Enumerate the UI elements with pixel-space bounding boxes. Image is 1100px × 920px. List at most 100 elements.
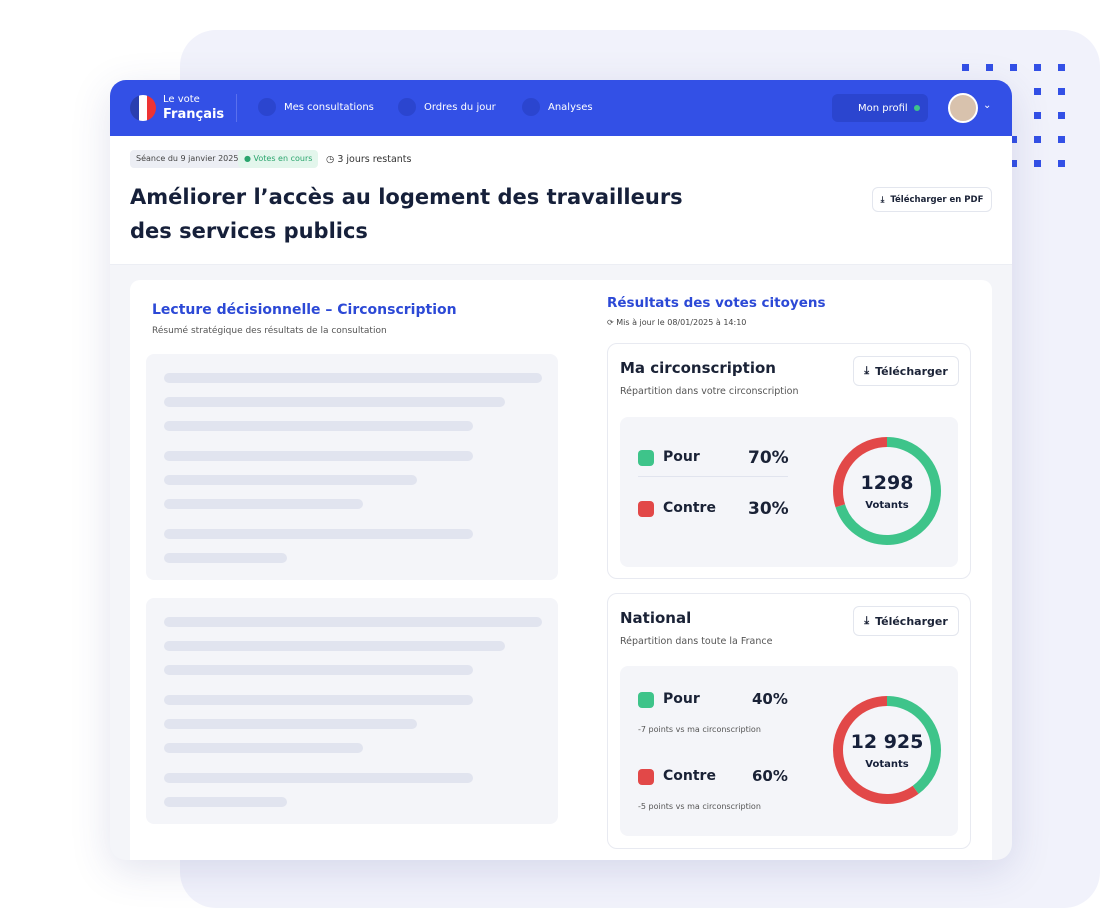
status-chip: ● Votes en cours [238, 150, 319, 168]
option-note: -7 points vs ma circonscription [638, 725, 761, 734]
voters-count: 1298 [861, 472, 914, 494]
remaining-label: 3 jours restants [337, 154, 412, 165]
dot [1034, 112, 1041, 119]
pdf-button[interactable]: ⤓ Télécharger en PDF [872, 187, 992, 212]
dot [1034, 64, 1041, 71]
nav-link[interactable]: Analyses [522, 98, 593, 116]
legend-swatch [638, 501, 654, 517]
flag [130, 95, 156, 121]
skeleton-line [164, 451, 473, 461]
nav-link[interactable]: Mes consultations [258, 98, 374, 116]
skeleton-line [164, 397, 505, 407]
nav-link-label: Mes consultations [284, 101, 374, 113]
nav-link-label: Analyses [548, 101, 593, 113]
donut-chart: 12 925 Votants [833, 696, 941, 804]
avatar[interactable] [948, 93, 978, 123]
skeleton-line [164, 475, 417, 485]
pdf-label: Télécharger en PDF [890, 194, 984, 205]
skeleton-line [164, 665, 473, 675]
result-panel: Ma circonscription Répartition dans votre… [607, 343, 971, 579]
status-label: Votes en cours [253, 154, 313, 163]
dot [1058, 64, 1065, 71]
summary-subtitle: Résumé stratégique des résultats de la c… [152, 326, 387, 336]
download-label: Télécharger [875, 614, 948, 628]
session-chip: Séance du 9 janvier 2025 [130, 150, 245, 168]
brand-top: Le vote [163, 94, 200, 105]
dot [1034, 136, 1041, 143]
panel-subtitle: Répartition dans toute la France [620, 636, 773, 647]
nav-bar: Le vote Français Mes consultations Ordres… [110, 80, 1012, 136]
dot [1034, 160, 1041, 167]
chevron[interactable]: ⌄ [983, 100, 992, 111]
nav-link[interactable]: Ordres du jour [398, 98, 496, 116]
voters-label: Votants [865, 759, 908, 770]
option-percent: 60% [752, 767, 788, 785]
skeleton-line [164, 797, 287, 807]
content-card: Lecture décisionnelle – Circonscription … [130, 280, 992, 860]
panel-title: National [620, 609, 692, 627]
skeleton-block [146, 354, 558, 580]
skeleton-line [164, 421, 473, 431]
skeleton-line [164, 743, 363, 753]
dot [1058, 112, 1065, 119]
option-name: Contre [663, 768, 716, 784]
option-name: Pour [663, 449, 700, 465]
title-line: Améliorer l’accès au logement des travai… [130, 185, 683, 209]
result-panel: National Répartition dans toute la France… [607, 593, 971, 849]
online-dot [913, 105, 920, 111]
donut-chart: 1298 Votants [833, 437, 941, 545]
page-title: Améliorer l’accès au logement des travai… [130, 180, 683, 248]
option-note: -5 points vs ma circonscription [638, 802, 761, 811]
donut-segment [833, 696, 941, 804]
voters-count: 12 925 [851, 731, 924, 753]
nav-icon [258, 98, 276, 116]
summary-title: Lecture décisionnelle – Circonscription [152, 302, 457, 318]
option-name: Contre [663, 500, 716, 516]
dot [1058, 88, 1065, 95]
nav-link-label: Ordres du jour [424, 101, 496, 113]
nav-icon [398, 98, 416, 116]
voters-label: Votants [865, 500, 908, 511]
dot [986, 64, 993, 71]
download-button[interactable]: ⤓ Télécharger [853, 356, 959, 386]
dot [1034, 88, 1041, 95]
profile-label: Mon profil [858, 102, 908, 114]
skeleton-line [164, 695, 473, 705]
panel-subtitle: Répartition dans votre circonscription [620, 386, 799, 397]
download-button[interactable]: ⤓ Télécharger [853, 606, 959, 636]
option-percent: 40% [752, 690, 788, 708]
updated-label: Mis à jour le 08/01/2025 à 14:10 [616, 318, 747, 327]
skeleton-block [146, 598, 558, 824]
skeleton-line [164, 553, 287, 563]
skeleton-line [164, 499, 363, 509]
skeleton-line [164, 719, 417, 729]
profile-button[interactable]: Mon profil [832, 94, 928, 122]
divider [638, 476, 788, 477]
donut-segment [833, 437, 941, 545]
skeleton-line [164, 373, 542, 383]
brand-bottom: Français [163, 107, 225, 122]
panel-title: Ma circonscription [620, 359, 776, 377]
download-icon: ⤓ [864, 614, 870, 627]
results-box: Pour 40% -7 points vs ma circonscription Co… [620, 666, 958, 836]
option-percent: 70% [748, 448, 789, 468]
legend-swatch [638, 692, 654, 708]
separator [236, 94, 237, 122]
option-percent: 30% [748, 499, 789, 519]
remaining: ◷ 3 jours restants [326, 154, 412, 165]
dot [962, 64, 969, 71]
header: Séance du 9 janvier 2025 ● Votes en cour… [110, 136, 1012, 265]
skeleton-line [164, 617, 542, 627]
dot [1010, 64, 1017, 71]
skeleton-line [164, 641, 505, 651]
dot [1058, 160, 1065, 167]
legend-swatch [638, 769, 654, 785]
download-label: Télécharger [875, 364, 948, 378]
dot [1058, 136, 1065, 143]
legend-swatch [638, 450, 654, 466]
results-box: Pour 70% Contre 30% 1298 Votants [620, 417, 958, 567]
skeleton-line [164, 529, 473, 539]
download-icon: ⤓ [864, 364, 870, 377]
nav-icon [522, 98, 540, 116]
